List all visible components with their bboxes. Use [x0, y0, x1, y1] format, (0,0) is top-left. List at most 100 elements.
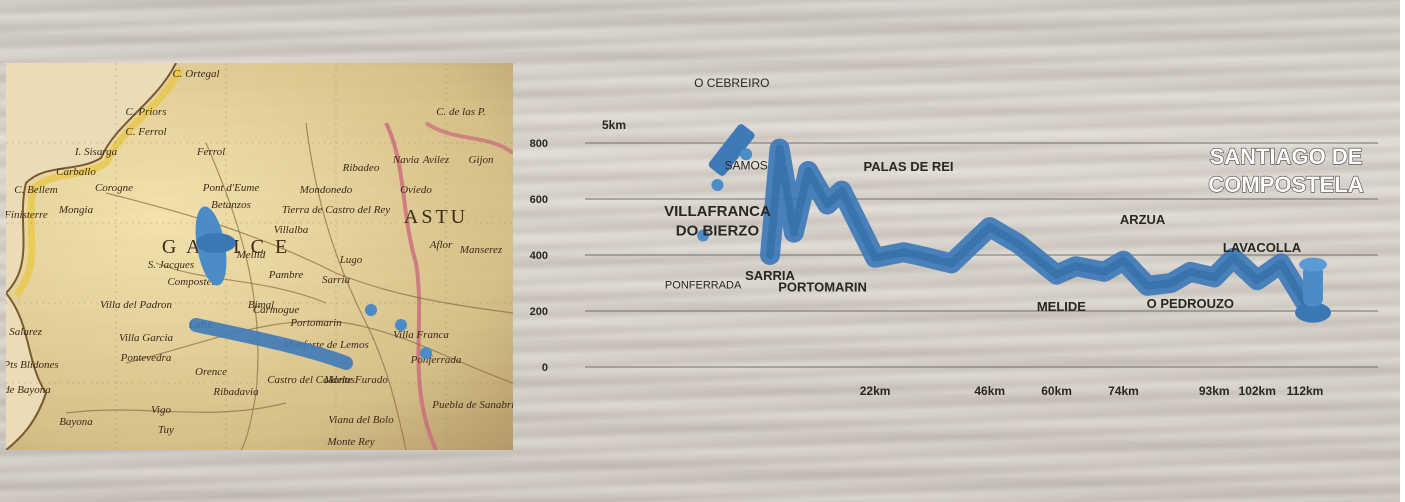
place-label: PONFERRADA — [665, 280, 742, 292]
place-label: DO BIERZO — [676, 222, 760, 239]
map-route-dot — [395, 319, 407, 331]
place-label: VILLAFRANCA — [664, 203, 771, 220]
map-place-label: Pont d'Eume — [202, 182, 260, 194]
map-place-label: Puebla de Sanabria — [431, 399, 513, 411]
map-coastline — [6, 63, 177, 450]
x-tick-label: 74km — [1108, 384, 1139, 398]
map-place-label: Mongia — [58, 204, 94, 216]
map-place-label: Avilez — [422, 154, 450, 166]
place-label: MELIDE — [1037, 299, 1086, 314]
map-place-label: Portomarin — [289, 317, 342, 329]
place-label: SARRIA — [745, 268, 795, 283]
destination-pushpin-icon — [1295, 302, 1331, 323]
destination-title-line: COMPOSTELA — [1208, 172, 1363, 197]
place-label: SAMOS — [724, 159, 767, 173]
map-place-label: Tierra de Castro del Rey — [282, 204, 390, 216]
map-place-label: Tuy — [158, 424, 174, 436]
right-edge-strip — [1400, 0, 1405, 502]
map-sea-north — [6, 63, 176, 293]
map-road-5 — [155, 262, 327, 304]
map-place-label: Orence — [195, 366, 227, 378]
map-place-label: I. Sisarga — [74, 146, 118, 158]
place-label: PALAS DE REI — [863, 159, 953, 174]
y-tick-label: 600 — [530, 194, 548, 206]
map-place-label: Mellid — [236, 249, 266, 261]
map-border-east — [384, 122, 438, 450]
elevation-profile-core — [766, 144, 1309, 307]
map-place-label: Monte Rey — [326, 436, 374, 448]
place-label: LAVACOLLA — [1223, 240, 1302, 255]
map-place-label: Lugo — [339, 254, 363, 266]
map-road-4 — [65, 402, 287, 414]
map-place-label: Pontevedra — [120, 352, 172, 364]
antique-map: C. Ortegal Ferrol C. Priors C. Ferrol I. Sis… — [6, 63, 513, 450]
map-place-label: Corogne — [95, 182, 133, 194]
map-road-0 — [105, 192, 513, 314]
y-tick-label: 400 — [530, 250, 548, 262]
map-place-label: Compostel — [167, 276, 214, 288]
map-place-label: Sarria — [322, 274, 351, 286]
map-place-label: Vigo — [151, 404, 171, 416]
map-place-label: Navia — [392, 154, 420, 166]
map-route-dot — [420, 347, 432, 359]
map-place-label: C. Bellem — [14, 184, 57, 196]
map-place-label: Mondonedo — [299, 184, 353, 196]
map-place-label: C. de Bayona — [6, 384, 51, 396]
place-label: PORTOMARIN — [778, 279, 867, 294]
destination-pushpin-body — [1303, 264, 1323, 307]
map-place-label: Villa del Padron — [100, 299, 173, 311]
map-place-label: I. Salarez — [6, 326, 43, 338]
map-place-label: Gijon — [468, 154, 494, 166]
map-border-north — [424, 121, 513, 155]
map-drawing: C. Ortegal Ferrol C. Priors C. Ferrol I. Sis… — [6, 63, 513, 450]
map-place-label: Aflor — [429, 239, 453, 251]
map-place-label: Finisterre — [6, 209, 48, 221]
data-point-o-cebreiro — [708, 124, 755, 176]
map-place-label: Manserez — [459, 244, 503, 256]
place-label: O CEBREIRO — [694, 76, 769, 90]
map-place-label: Castro del Caldelas — [267, 374, 355, 386]
map-place-label: Carmogue — [253, 304, 300, 316]
map-route-dot — [365, 304, 377, 316]
map-place-label: Oviedo — [400, 184, 432, 196]
x-tick-label: 22km — [860, 384, 891, 398]
map-place-label: Bimal — [248, 299, 274, 311]
map-place-label: Ribadavia — [212, 386, 259, 398]
map-place-label: Villa Garcia — [119, 332, 174, 344]
map-sea-south — [6, 293, 46, 450]
place-label: ARZUA — [1120, 212, 1166, 227]
x-tick-label: 60km — [1041, 384, 1072, 398]
map-place-label: Pambre — [268, 269, 304, 281]
map-place-label: C. de las P. — [436, 106, 486, 118]
map-place-label: Villa Franca — [393, 329, 449, 341]
place-label: O PEDROUZO — [1147, 296, 1234, 311]
map-place-label: C. Priors — [126, 106, 167, 118]
x-tick-label: 46km — [974, 384, 1005, 398]
map-place-label: Ribadeo — [342, 162, 380, 174]
y-tick-label: 200 — [530, 306, 548, 318]
map-place-label: Ferrol — [196, 146, 225, 158]
destination-pushpin-top — [1299, 257, 1327, 272]
start-distance-label: 5km — [602, 118, 626, 132]
map-pushpin-head — [196, 233, 236, 253]
x-tick-label: 112km — [1287, 384, 1324, 398]
x-tick-label: 93km — [1199, 384, 1230, 398]
map-place-label: Monte Furado — [323, 374, 388, 386]
map-place-label: Villalba — [274, 224, 309, 236]
map-place-label: Viana del Bolo — [328, 414, 394, 426]
destination-title-line: SANTIAGO DE — [1210, 144, 1363, 169]
map-place-label: C. Ortegal — [172, 68, 219, 80]
map-camino-route — [189, 318, 353, 370]
map-road-1 — [125, 320, 513, 384]
map-place-label: ASTU — [404, 206, 468, 228]
map-place-label: C. Ferrol — [125, 126, 166, 138]
map-place-label: S. Jacques — [148, 259, 194, 271]
map-place-label: Carballo — [56, 166, 96, 178]
y-tick-label: 0 — [542, 362, 548, 374]
y-tick-label: 800 — [530, 138, 548, 150]
data-point-villafranca — [711, 179, 724, 191]
data-point-samos — [740, 148, 753, 161]
map-place-label: Bayona — [59, 416, 93, 428]
